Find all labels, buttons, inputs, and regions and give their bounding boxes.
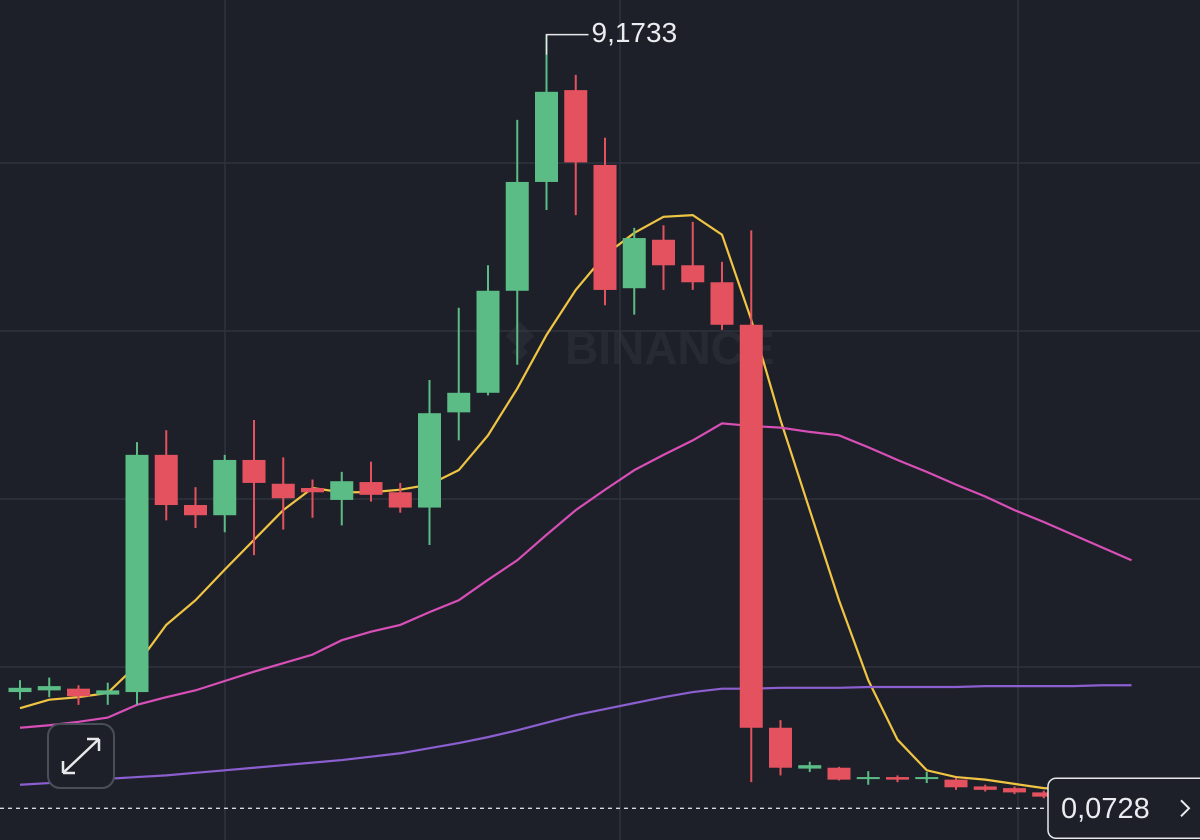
moving-average-line	[19, 684, 1132, 786]
high-label: 9,1733	[592, 17, 678, 48]
candle-body	[388, 492, 412, 508]
candle-body	[739, 324, 763, 728]
watermark-logo	[506, 322, 534, 360]
candle-body	[67, 688, 90, 697]
candle-body	[330, 481, 354, 500]
candle-body	[418, 413, 441, 508]
candle-body	[769, 727, 792, 768]
high-marker	[545, 33, 589, 55]
candle-body	[915, 777, 939, 780]
expand-icon	[61, 737, 101, 775]
candle-body	[652, 239, 675, 266]
candle-body	[242, 459, 266, 483]
candle-body	[1003, 788, 1026, 793]
candle-body	[505, 181, 529, 291]
chevron-icon	[1180, 799, 1191, 818]
candle-body	[154, 454, 178, 506]
candle-body	[96, 690, 120, 695]
candle-body	[564, 90, 588, 163]
candle-body	[622, 238, 646, 289]
last-price-label: 0,0728	[1061, 793, 1150, 825]
candle-body	[8, 687, 32, 693]
expand-button[interactable]	[47, 723, 115, 789]
moving-average-line	[19, 422, 1132, 729]
plot: 9,1733	[8, 17, 1143, 810]
candle-body	[125, 454, 149, 693]
candle-body	[973, 786, 997, 790]
candle-body	[681, 265, 705, 283]
candle-body	[213, 459, 237, 516]
watermark: BINANCE	[506, 322, 775, 374]
candle-body	[301, 488, 324, 493]
candle-body	[593, 164, 617, 290]
candle-body	[535, 91, 558, 182]
watermark-text: BINANCE	[565, 322, 775, 374]
candle-body	[944, 779, 968, 788]
candle-body	[856, 777, 880, 780]
candle-body	[798, 765, 822, 769]
candle-body	[827, 767, 851, 780]
candle-body	[447, 392, 471, 413]
candle-body	[359, 482, 383, 495]
candle-body	[1032, 792, 1056, 797]
last-price-tag: 0,0728	[1047, 777, 1200, 840]
candle-body	[886, 777, 909, 780]
candle-body	[37, 686, 61, 691]
candle-body	[476, 290, 500, 393]
last-price-box	[1047, 777, 1200, 840]
candle-body	[710, 282, 734, 325]
candle-body	[271, 483, 295, 499]
candle-body	[184, 505, 207, 516]
moving-average-line	[19, 213, 1132, 793]
